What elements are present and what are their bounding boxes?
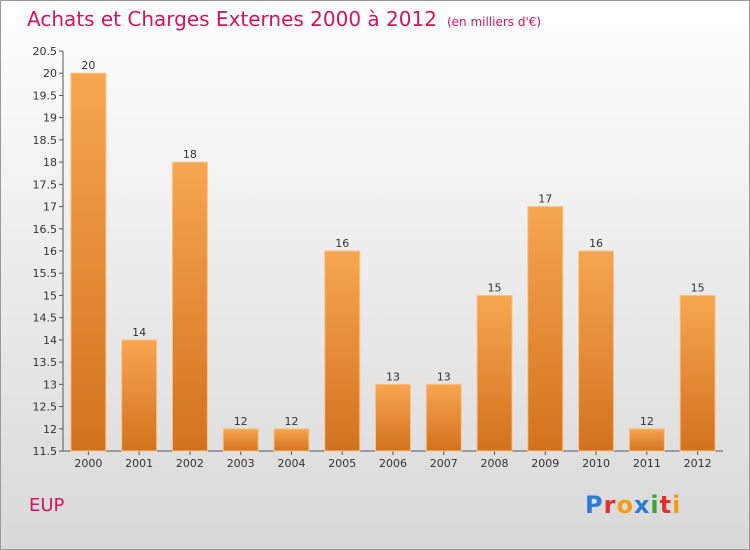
x-tick-label-2006: 2006 [379, 457, 407, 470]
y-tick-label: 12.5 [33, 401, 58, 414]
chart-title: Achats et Charges Externes 2000 à 2012 [27, 7, 437, 31]
x-tick-label-2001: 2001 [125, 457, 153, 470]
bar-2002 [171, 161, 208, 452]
bar-2005 [324, 250, 361, 452]
value-label-2000: 20 [81, 59, 95, 72]
value-label-2008: 15 [488, 281, 502, 294]
y-tick-label: 11.5 [33, 445, 58, 458]
logo-letter: x [633, 491, 651, 519]
value-label-2004: 12 [284, 415, 298, 428]
bar-2004 [273, 428, 310, 452]
value-label-2001: 14 [132, 326, 146, 339]
y-tick-label: 20 [43, 67, 57, 80]
y-tick-label: 16.5 [33, 223, 58, 236]
value-label-2007: 13 [437, 370, 451, 383]
value-label-2010: 16 [589, 237, 603, 250]
value-label-2011: 12 [640, 415, 654, 428]
logo-letter: r [603, 491, 617, 519]
x-tick-label-2005: 2005 [328, 457, 356, 470]
x-tick-label-2004: 2004 [277, 457, 305, 470]
bar-2001 [121, 339, 158, 452]
y-tick-label: 14 [43, 334, 57, 347]
value-label-2003: 12 [234, 415, 248, 428]
y-tick-label: 13.5 [33, 356, 58, 369]
y-tick-label: 14.5 [33, 312, 58, 325]
y-tick-label: 16 [43, 245, 57, 258]
bar-2009 [527, 206, 564, 452]
logo-letter: i [672, 491, 682, 519]
y-tick-label: 19.5 [33, 89, 58, 102]
y-tick-label: 17 [43, 201, 57, 214]
y-tick-label: 18.5 [33, 134, 58, 147]
y-tick-label: 13 [43, 378, 57, 391]
chart-units: (en milliers d'€) [446, 15, 542, 29]
bar-2000 [70, 72, 107, 452]
title-row: Achats et Charges Externes 2000 à 2012 (e… [27, 7, 541, 31]
location-label: EUP [29, 495, 65, 516]
x-tick-label-2003: 2003 [227, 457, 255, 470]
value-label-2012: 15 [691, 281, 705, 294]
x-tick-label-2008: 2008 [481, 457, 509, 470]
bar-2012 [679, 294, 716, 452]
proxiti-logo: Proxiti [585, 491, 681, 519]
value-label-2006: 13 [386, 370, 400, 383]
logo-letter: P [585, 491, 604, 519]
bar-2003 [222, 428, 259, 452]
x-tick-label-2002: 2002 [176, 457, 204, 470]
x-tick-label-2007: 2007 [430, 457, 458, 470]
y-tick-label: 17.5 [33, 178, 58, 191]
logo-letter: t [659, 491, 673, 519]
y-tick-label: 15 [43, 289, 57, 302]
value-label-2009: 17 [538, 193, 552, 206]
x-tick-label-2000: 2000 [74, 457, 102, 470]
bar-2007 [425, 383, 462, 452]
bar-2008 [476, 294, 513, 452]
x-tick-label-2010: 2010 [582, 457, 610, 470]
bar-2010 [578, 250, 615, 452]
x-tick-label-2011: 2011 [633, 457, 661, 470]
bar-2006 [375, 383, 411, 452]
y-tick-label: 12 [43, 423, 57, 436]
x-tick-label-2009: 2009 [531, 457, 559, 470]
y-tick-label: 20.5 [33, 45, 58, 58]
x-tick-label-2012: 2012 [684, 457, 712, 470]
y-tick-label: 15.5 [33, 267, 58, 280]
value-label-2005: 16 [335, 237, 349, 250]
y-tick-label: 18 [43, 156, 57, 169]
y-tick-label: 19 [43, 112, 57, 125]
value-label-2002: 18 [183, 148, 197, 161]
logo-letter: o [616, 491, 634, 519]
bar-2011 [628, 428, 665, 452]
logo-letter: i [650, 491, 660, 519]
